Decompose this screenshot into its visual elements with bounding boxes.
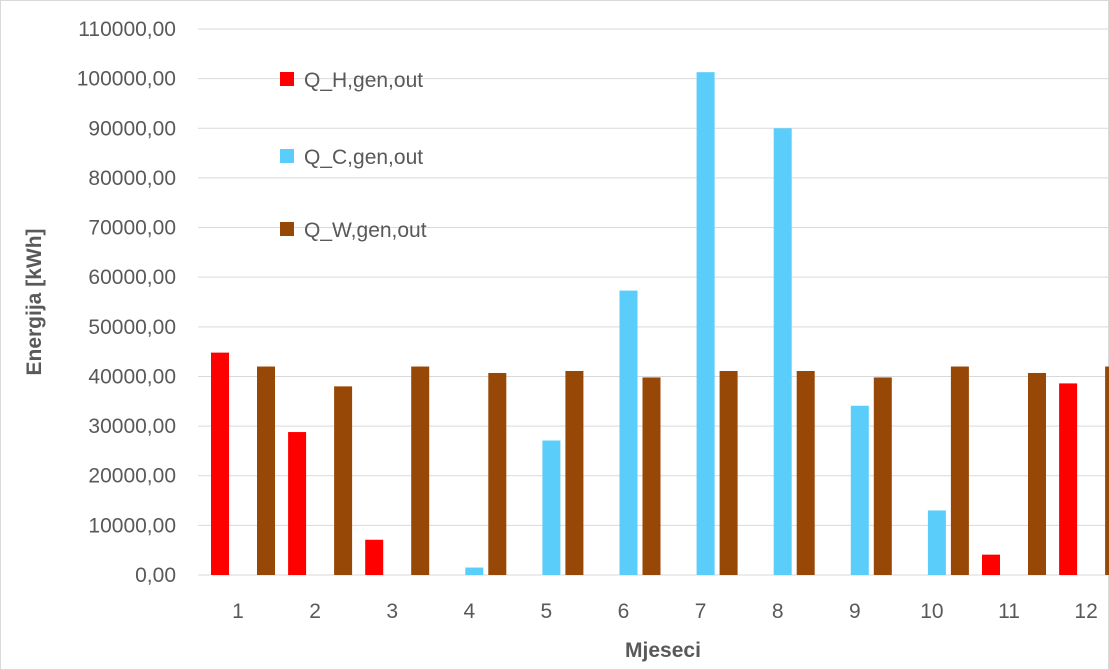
bar-series-3-month-1 bbox=[257, 366, 275, 575]
bar-series-3-month-9 bbox=[873, 377, 892, 575]
bar-series-3-month-2 bbox=[334, 386, 353, 575]
y-axis-title: Energija [kWh] bbox=[23, 228, 46, 375]
x-tick-label: 10 bbox=[920, 600, 943, 623]
y-tick-label: 10000,00 bbox=[88, 514, 176, 537]
y-tick-label: 40000,00 bbox=[88, 365, 176, 388]
bar-series-3-month-12 bbox=[1105, 366, 1109, 575]
bar-series-3-month-11 bbox=[1028, 372, 1046, 575]
bar-series-2-month-8 bbox=[773, 128, 792, 576]
bar-series-1-month-2 bbox=[288, 432, 307, 575]
x-tick-label: 11 bbox=[998, 600, 1020, 623]
legend-swatch bbox=[280, 149, 294, 163]
bar-series-2-month-5 bbox=[542, 440, 561, 575]
y-tick-label: 100000,00 bbox=[77, 68, 176, 91]
y-tick-label: 0,00 bbox=[135, 564, 176, 587]
x-tick-label: 4 bbox=[463, 600, 475, 623]
bar-series-1-month-12 bbox=[1059, 383, 1078, 575]
y-tick-label: 90000,00 bbox=[88, 117, 176, 140]
legend-swatch bbox=[280, 222, 294, 236]
x-tick-label: 9 bbox=[849, 600, 861, 623]
bar-series-2-month-7 bbox=[696, 72, 715, 575]
bar-series-3-month-7 bbox=[719, 370, 738, 575]
x-tick-label: 2 bbox=[309, 600, 321, 623]
bar-series-2-month-9 bbox=[850, 405, 869, 575]
x-tick-label: 3 bbox=[386, 600, 398, 623]
bar-series-3-month-5 bbox=[565, 370, 584, 575]
bar-series-1-month-11 bbox=[982, 554, 1000, 575]
legend-label: Q_C,gen,out bbox=[304, 146, 423, 169]
y-tick-label: 80000,00 bbox=[88, 167, 176, 190]
bar-series-3-month-6 bbox=[642, 377, 661, 575]
bars bbox=[211, 72, 1109, 576]
x-axis-tick-labels: 1 2 3 4 5 6 7 8 9 10 11 12 bbox=[232, 600, 1098, 623]
legend-swatch bbox=[280, 72, 294, 86]
bar-series-3-month-8 bbox=[796, 370, 815, 575]
x-tick-label: 6 bbox=[618, 600, 630, 623]
bar-series-3-month-10 bbox=[950, 366, 969, 575]
x-tick-label: 5 bbox=[541, 600, 553, 623]
bar-series-2-month-10 bbox=[927, 510, 946, 575]
x-tick-label: 1 bbox=[232, 600, 244, 623]
bar-series-2-month-6 bbox=[619, 290, 638, 575]
bar-series-3-month-3 bbox=[411, 366, 430, 575]
y-tick-label: 110000,00 bbox=[78, 18, 176, 41]
x-tick-label: 7 bbox=[695, 600, 707, 623]
bar-series-3-month-4 bbox=[488, 372, 507, 575]
legend-label: Q_W,gen,out bbox=[304, 219, 427, 242]
y-tick-label: 50000,00 bbox=[88, 316, 176, 339]
bar-series-1-month-1 bbox=[211, 352, 229, 575]
y-tick-label: 70000,00 bbox=[88, 217, 176, 240]
x-tick-label: 8 bbox=[772, 600, 784, 623]
bar-series-2-month-4 bbox=[465, 567, 484, 575]
bar-series-1-month-3 bbox=[365, 539, 384, 575]
x-axis-title: Mjeseci bbox=[625, 639, 701, 662]
y-axis-tick-labels: 0,00 10000,00 20000,00 30000,00 40000,00 5000… bbox=[77, 18, 176, 587]
legend: Q_H,gen,out Q_C,gen,out Q_W,gen,out bbox=[280, 69, 427, 242]
x-tick-label: 12 bbox=[1074, 600, 1097, 623]
legend-label: Q_H,gen,out bbox=[304, 69, 423, 92]
y-tick-label: 60000,00 bbox=[88, 266, 176, 289]
y-tick-label: 30000,00 bbox=[88, 415, 176, 438]
y-tick-label: 20000,00 bbox=[88, 465, 176, 488]
